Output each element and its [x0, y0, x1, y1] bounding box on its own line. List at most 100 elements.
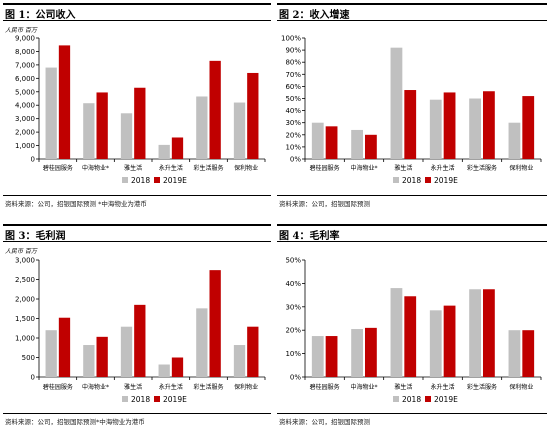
bar-2018 [351, 329, 363, 377]
category-label: 碧桂园服务 [310, 164, 340, 172]
panel-title: 图 4：毛利率 [279, 231, 340, 242]
legend-label: 2019E [434, 176, 458, 185]
legend-swatch-2018 [393, 396, 399, 402]
bar-2019E [443, 92, 456, 159]
bar-2018 [196, 308, 208, 377]
category-label: 彩生活服务 [467, 383, 497, 391]
category-label: 雅生活 [124, 164, 142, 172]
bar-2018 [45, 67, 57, 159]
bar-2018 [429, 310, 442, 377]
legend-label: 2018 [131, 176, 150, 185]
bar-2018 [45, 330, 57, 377]
y-tick-label: 4,000 [15, 102, 35, 110]
panel-title-rule [3, 241, 271, 242]
panel-source-rule [277, 413, 547, 414]
source-note: 资料来源：公司，招银国际预测 *中海物业为港币 [5, 200, 147, 208]
legend-label: 2019E [163, 176, 187, 185]
y-tick-label: 1,500 [15, 315, 35, 323]
category-label: 碧桂园服务 [310, 383, 340, 391]
y-tick-label: 50% [285, 257, 301, 265]
unit-label: 人民币 百万 [5, 26, 38, 34]
panel-source-rule [3, 195, 271, 196]
bar-2018 [196, 96, 208, 159]
y-tick-label: 2,000 [15, 296, 35, 304]
bar-2019E [134, 304, 146, 377]
y-tick-label: 8,000 [15, 48, 35, 56]
bar-2018 [233, 345, 246, 377]
bar-2019E [171, 357, 184, 377]
panel-top-rule [3, 224, 271, 226]
legend-label: 2018 [402, 176, 421, 185]
y-tick-label: 10% [285, 143, 301, 151]
category-label: 碧桂园服务 [43, 383, 73, 391]
legend-swatch-2019E [425, 396, 431, 402]
revenue-chart: 人民币 百万 0 1,000 2,000 3,000 4,000 5,000 6,000 7,0… [5, 26, 266, 185]
y-tick-label: 20% [285, 131, 301, 139]
category-label: 保利物业 [509, 164, 533, 172]
bar-2019E [483, 289, 495, 377]
y-tick-label: 0% [290, 156, 301, 164]
panel-title: 图 3：毛利润 [5, 231, 66, 242]
category-label: 彩生活服务 [467, 164, 497, 172]
gross-margin-chart: 0% 10% 20% 30% 40% 50% 碧桂园服务 中海物业* 雅生活 永升生活 彩生活服务 保… [285, 257, 542, 404]
bar-2019E [209, 60, 221, 159]
bar-2019E [247, 326, 259, 377]
bar-2019E [96, 92, 108, 159]
bar-2019E [404, 296, 417, 377]
panel-title-rule [277, 20, 547, 21]
bar-2019E [365, 134, 377, 159]
category-label: 中海物业* [82, 164, 109, 172]
source-note: 资料来源：公司，招银国际预测 [279, 200, 370, 208]
y-tick-label: 40% [285, 107, 301, 115]
category-label: 保利物业 [234, 164, 258, 172]
y-tick-label: 90% [285, 47, 301, 55]
y-tick-label: 30% [285, 119, 301, 127]
bar-2019E [522, 330, 535, 377]
panel-gross-margin: 图 4：毛利率 0% 10% 20% 30% 40% 50% 碧桂园服务 中海物业* 雅生活 永升… [277, 224, 547, 427]
y-tick-label: 3,000 [15, 115, 35, 123]
bar-2019E [483, 91, 495, 159]
bar-2018 [508, 122, 521, 159]
y-tick-label: 9,000 [15, 35, 35, 43]
y-tick-label: 20% [285, 327, 301, 335]
source-note: 资料来源：公司，招银国际预测*中海物业为港币 [5, 418, 145, 426]
bar-2018 [469, 98, 481, 159]
bar-2019E [325, 126, 338, 159]
bar-2018 [351, 129, 363, 159]
bar-2019E [522, 96, 535, 159]
bar-2018 [120, 326, 133, 377]
category-label: 永升生活 [431, 383, 455, 391]
legend-swatch-2019E [425, 177, 431, 183]
y-tick-label: 2,000 [15, 129, 35, 137]
bar-2019E [171, 137, 184, 159]
y-tick-label: 7,000 [15, 61, 35, 69]
category-label: 彩生活服务 [193, 383, 223, 391]
y-tick-label: 80% [285, 59, 301, 67]
panel-source-rule [277, 195, 547, 196]
bar-2018 [158, 364, 170, 377]
bar-2019E [96, 336, 108, 377]
panel-title-rule [277, 241, 547, 242]
y-tick-label: 500 [22, 354, 35, 362]
bar-2018 [83, 345, 95, 377]
unit-label: 人民币 百万 [5, 247, 38, 255]
category-label: 雅生活 [394, 164, 412, 172]
bar-2018 [429, 99, 442, 159]
panel-source-rule [3, 413, 271, 414]
panel-top-rule [277, 3, 547, 5]
panel-top-rule [3, 3, 271, 5]
bar-2018 [120, 113, 133, 159]
category-label: 中海物业* [350, 383, 377, 391]
bar-2018 [469, 289, 481, 377]
bar-2018 [311, 122, 324, 159]
category-label: 彩生活服务 [193, 164, 223, 172]
legend-label: 2019E [163, 395, 187, 404]
y-tick-label: 70% [285, 71, 301, 79]
panel-top-rule [277, 224, 547, 226]
y-tick-label: 1,000 [15, 142, 35, 150]
bar-2018 [390, 288, 403, 377]
gross-profit-chart: 人民币 百万 0 500 1,000 1,500 2,000 2,500 3,000 碧桂园服务… [5, 247, 266, 404]
y-tick-label: 0 [31, 156, 35, 164]
bar-2019E [404, 90, 417, 159]
y-tick-label: 40% [285, 280, 301, 288]
